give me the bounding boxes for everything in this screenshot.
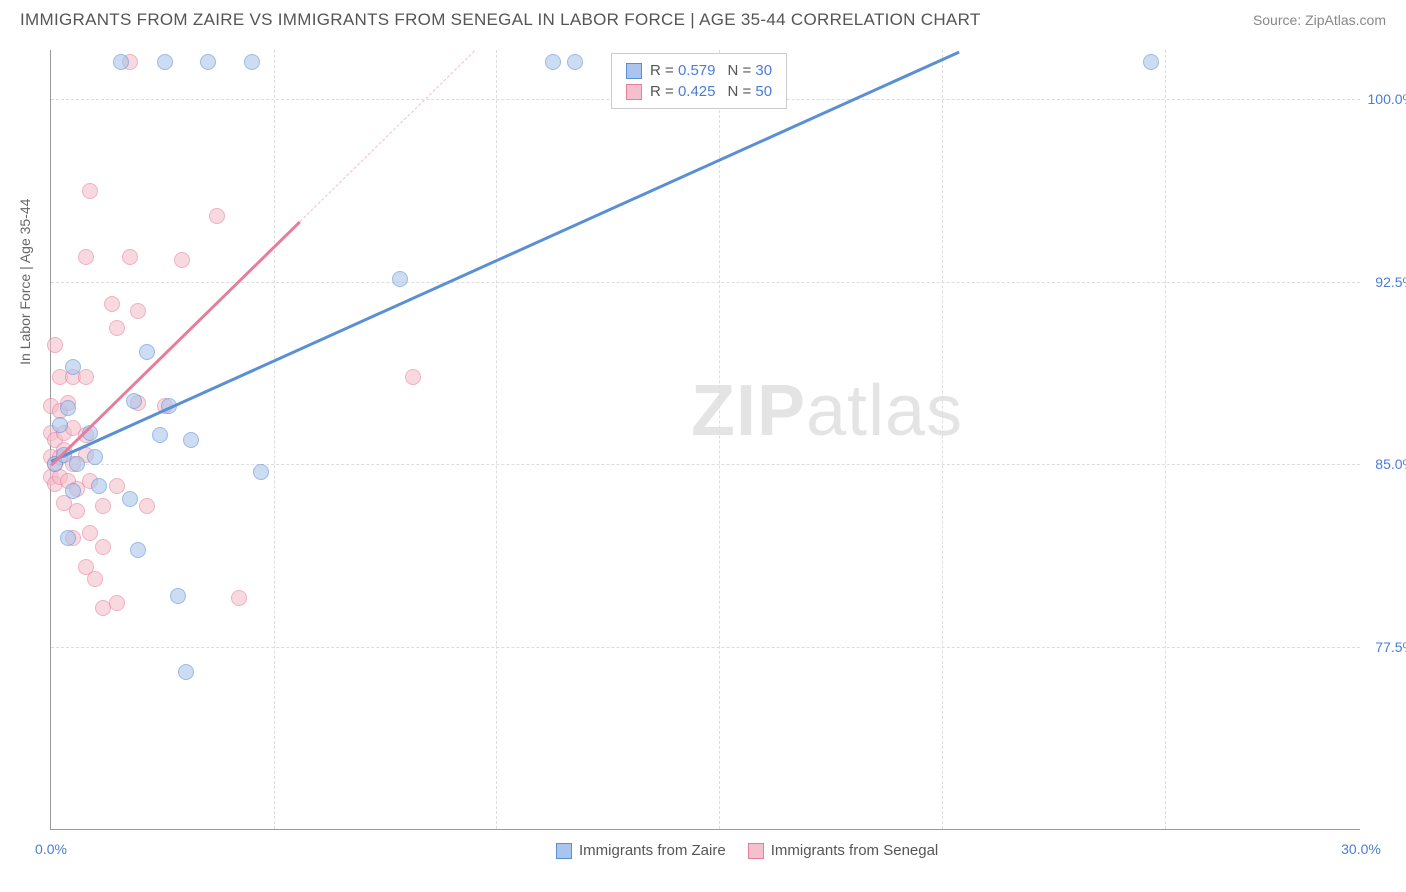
legend-stats: R = 0.579N = 30: [650, 62, 772, 79]
data-point: [122, 249, 138, 265]
data-point: [52, 417, 68, 433]
data-point: [65, 359, 81, 375]
data-point: [95, 498, 111, 514]
data-point: [253, 464, 269, 480]
legend-stats: R = 0.425N = 50: [650, 83, 772, 100]
data-point: [60, 530, 76, 546]
x-tick-label: 0.0%: [35, 841, 67, 857]
header: IMMIGRANTS FROM ZAIRE VS IMMIGRANTS FROM…: [0, 0, 1406, 38]
gridline-v: [942, 50, 943, 829]
chart-title: IMMIGRANTS FROM ZAIRE VS IMMIGRANTS FROM…: [20, 10, 981, 30]
data-point: [157, 54, 173, 70]
y-tick-label: 100.0%: [1368, 91, 1406, 107]
data-point: [209, 208, 225, 224]
data-point: [405, 369, 421, 385]
legend-label: Immigrants from Senegal: [771, 842, 939, 859]
data-point: [545, 54, 561, 70]
legend-swatch: [556, 843, 572, 859]
x-tick-label: 30.0%: [1341, 841, 1381, 857]
data-point: [244, 54, 260, 70]
data-point: [82, 183, 98, 199]
data-point: [109, 595, 125, 611]
data-point: [1143, 54, 1159, 70]
data-point: [139, 344, 155, 360]
data-point: [170, 588, 186, 604]
data-point: [113, 54, 129, 70]
data-point: [392, 271, 408, 287]
data-point: [231, 590, 247, 606]
legend-label: Immigrants from Zaire: [579, 842, 726, 859]
data-point: [130, 542, 146, 558]
data-point: [109, 478, 125, 494]
y-tick-label: 85.0%: [1375, 456, 1406, 472]
data-point: [87, 571, 103, 587]
source-label: Source: ZipAtlas.com: [1253, 12, 1386, 28]
data-point: [87, 449, 103, 465]
data-point: [178, 664, 194, 680]
gridline-v: [274, 50, 275, 829]
data-point: [78, 369, 94, 385]
data-point: [126, 393, 142, 409]
legend-item: Immigrants from Zaire: [556, 842, 726, 859]
data-point: [183, 432, 199, 448]
data-point: [91, 478, 107, 494]
legend-swatch: [748, 843, 764, 859]
data-point: [139, 498, 155, 514]
legend-swatch: [626, 84, 642, 100]
gridline-v: [496, 50, 497, 829]
data-point: [95, 539, 111, 555]
legend-row: R = 0.579N = 30: [626, 60, 772, 81]
watermark: ZIPatlas: [691, 370, 963, 452]
y-axis-title: In Labor Force | Age 35-44: [17, 199, 33, 365]
data-point: [109, 320, 125, 336]
data-point: [122, 491, 138, 507]
data-point: [104, 296, 120, 312]
data-point: [69, 503, 85, 519]
legend-swatch: [626, 63, 642, 79]
data-point: [47, 337, 63, 353]
gridline-v: [1165, 50, 1166, 829]
y-tick-label: 77.5%: [1375, 639, 1406, 655]
legend-row: R = 0.425N = 50: [626, 81, 772, 102]
data-point: [567, 54, 583, 70]
gridline-v: [719, 50, 720, 829]
y-tick-label: 92.5%: [1375, 274, 1406, 290]
scatter-chart: ZIPatlas 77.5%85.0%92.5%100.0%0.0%30.0%R…: [50, 50, 1360, 830]
legend-item: Immigrants from Senegal: [748, 842, 939, 859]
series-legend: Immigrants from Zaire Immigrants from Sen…: [556, 842, 938, 859]
data-point: [65, 483, 81, 499]
correlation-legend: R = 0.579N = 30 R = 0.425N = 50: [611, 53, 787, 109]
data-point: [130, 303, 146, 319]
data-point: [152, 427, 168, 443]
data-point: [78, 249, 94, 265]
data-point: [174, 252, 190, 268]
trend-line-dashed: [300, 50, 475, 221]
data-point: [82, 525, 98, 541]
data-point: [69, 456, 85, 472]
data-point: [200, 54, 216, 70]
data-point: [60, 400, 76, 416]
